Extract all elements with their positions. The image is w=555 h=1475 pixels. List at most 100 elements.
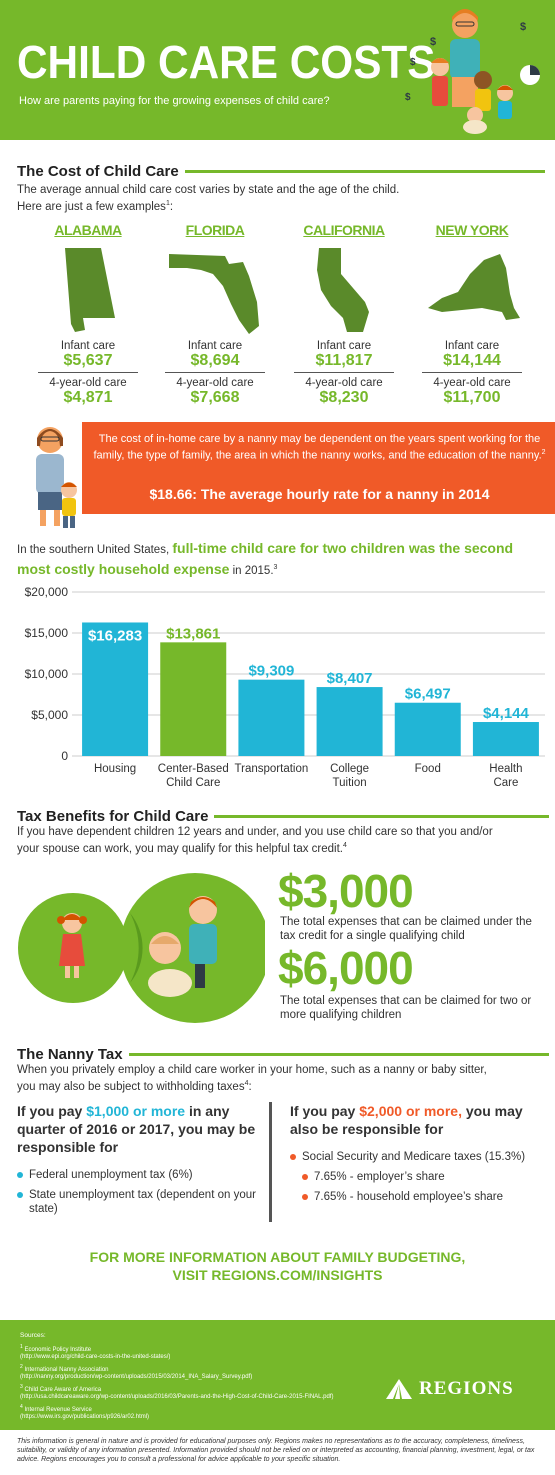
left-heading-post: in any quarter of 2016 or 2017, you may … — [17, 1103, 256, 1155]
heading-rule — [184, 170, 545, 173]
nanny-tax-right-heading: If you pay $2,000 or more, you may also … — [290, 1102, 540, 1138]
x-category-label: Food — [415, 763, 441, 775]
state-card-california: CALIFORNIA Infant care $11,817 4-year-ol… — [284, 222, 404, 406]
footer: Sources: 1 Economic Policy Institute (ht… — [0, 1320, 555, 1430]
cta-link[interactable]: VISIT REGIONS.COM/INSIGHTS — [172, 1267, 383, 1283]
nanny-tax-intro-colon: : — [248, 1080, 252, 1093]
sources-list: Sources: 1 Economic Policy Institute (ht… — [20, 1332, 370, 1424]
bar-value-label: $16,283 — [88, 627, 142, 644]
source-name: Internal Revenue Service — [24, 1406, 92, 1413]
x-category-label: Care — [493, 777, 518, 789]
nanny-tax-right-list: Social Security and Medicare taxes (15.3… — [290, 1150, 545, 1210]
x-category-label: Center-Based — [158, 763, 229, 775]
four-year-label: 4-year-old care — [49, 377, 127, 389]
tax-heading-text: Tax Benefits for Child Care — [17, 808, 209, 825]
bar-value-label: $4,144 — [483, 705, 530, 722]
infant-cost: $5,637 — [63, 352, 113, 369]
sources-heading: Sources: — [20, 1332, 46, 1339]
source-name: Economic Policy Institute — [24, 1346, 92, 1353]
tax-intro-line2: your spouse can work, you may qualify fo… — [17, 839, 537, 856]
tax-intro-line2-text: your spouse can work, you may qualify fo… — [17, 842, 343, 855]
bar-value-label: $9,309 — [248, 663, 294, 680]
tax-amount-multiple: $6,000 — [278, 942, 414, 994]
source-number: 3 — [20, 1383, 23, 1390]
bar-value-label: $6,497 — [405, 686, 451, 703]
cost-intro-line2-text: Here are just a few examples — [17, 200, 166, 213]
cost-intro: The average annual child care cost varie… — [17, 183, 537, 214]
card-divider — [294, 372, 394, 373]
regions-logo[interactable]: REGIONS — [385, 1378, 514, 1400]
nanny-banner-text: The cost of in-home care by a nanny may … — [92, 432, 547, 463]
chart-intro-emphasis: full-time child care for two children wa… — [17, 540, 514, 577]
footnote-ref: 1 — [165, 200, 170, 207]
disclaimer-text: This information is general in nature an… — [17, 1438, 535, 1463]
y-tick-label: $20,000 — [25, 585, 69, 599]
page-title: CHILD CARE COSTS — [17, 36, 436, 88]
four-year-label: 4-year-old care — [433, 377, 511, 389]
nanny-hourly-rate: $18.66: The average hourly rate for a na… — [149, 486, 490, 502]
source-item: 4 Internal Revenue Service (https://www.… — [20, 1404, 370, 1422]
footnote-ref: 4 — [343, 842, 347, 849]
source-url[interactable]: (http://www.epi.org/child-care-costs-in-… — [20, 1354, 171, 1360]
nanny-tax-heading: The Nanny Tax — [17, 1046, 549, 1063]
list-subitem: 7.65% - household employee’s share — [290, 1190, 545, 1204]
source-url[interactable]: (http://usa.childcareaware.org/wp-conten… — [20, 1394, 334, 1400]
bar-value-label: $13,861 — [166, 625, 220, 642]
card-divider — [165, 372, 265, 373]
chart-intro-post: in 2015. — [232, 564, 274, 577]
chart-intro-pre: In the southern United States, — [17, 544, 170, 556]
chart-bar — [394, 702, 461, 756]
source-number: 2 — [20, 1363, 23, 1370]
nanny-tax-heading-text: The Nanny Tax — [17, 1046, 123, 1063]
card-divider — [38, 372, 138, 373]
state-card-alabama: ALABAMA Infant care $5,637 4-year-old ca… — [28, 222, 148, 406]
source-url[interactable]: (http://nanny.org/production/wp-content/… — [20, 1374, 253, 1380]
household-expense-chart: 0 $5,000 $10,000 $15,000 $20,000 $16,283 Housi… — [25, 585, 545, 789]
new-york-map-icon — [428, 254, 520, 320]
source-url[interactable]: (https://www.irs.gov/publications/p926/a… — [20, 1414, 150, 1420]
nanny-banner: The cost of in-home care by a nanny may … — [0, 422, 555, 528]
nanny-illustration — [36, 427, 77, 528]
nanny-banner-body: The cost of in-home care by a nanny may … — [93, 433, 542, 462]
y-tick-label: $10,000 — [25, 667, 69, 681]
state-card-new-york: NEW YORK Infant care $14,144 4-year-old … — [412, 222, 532, 406]
header-banner: CHILD CARE COSTS How are parents paying … — [0, 0, 555, 140]
nanny-tax-left-list: Federal unemployment tax (6%) State unem… — [17, 1168, 262, 1222]
infant-label: Infant care — [316, 340, 372, 352]
source-number: 4 — [20, 1403, 23, 1410]
list-item: State unemployment tax (dependent on you… — [17, 1188, 262, 1216]
right-heading-amount: $2,000 or more, — [359, 1103, 462, 1119]
tax-intro: If you have dependent children 12 years … — [17, 825, 537, 856]
state-name: FLORIDA — [185, 222, 245, 238]
state-name: NEW YORK — [435, 222, 509, 238]
nanny-tax-intro: When you privately employ a child care w… — [17, 1063, 537, 1094]
y-tick-label: $5,000 — [31, 708, 68, 722]
footnote-ref: 3 — [273, 564, 278, 571]
cost-intro-colon: : — [169, 200, 174, 213]
nanny-tax-intro-line2: you may also be subject to withholding t… — [17, 1077, 537, 1094]
california-map-icon — [317, 248, 369, 332]
state-name: ALABAMA — [54, 222, 122, 238]
four-year-cost: $4,871 — [63, 389, 113, 406]
list-subitem: 7.65% - employer’s share — [290, 1170, 545, 1184]
source-item: 2 International Nanny Association (http:… — [20, 1364, 370, 1382]
four-year-label: 4-year-old care — [176, 377, 254, 389]
regions-pyramid-icon — [386, 1379, 412, 1399]
tax-desc-single: The total expenses that can be claimed u… — [280, 916, 532, 942]
cta-line1: FOR MORE INFORMATION ABOUT FAMILY BUDGET… — [89, 1249, 466, 1265]
bar-value-label: $8,407 — [327, 670, 373, 687]
four-year-cost: $7,668 — [190, 389, 240, 406]
heading-rule — [128, 1053, 549, 1056]
x-category-label: Transportation — [235, 763, 309, 775]
nanny-tax-intro-line2-text: you may also be subject to withholding t… — [17, 1080, 245, 1093]
banner-background — [82, 422, 555, 514]
source-name: Child Care Aware of America — [24, 1386, 102, 1393]
source-name: International Nanny Association — [24, 1366, 109, 1373]
svg-text:$: $ — [405, 92, 411, 103]
x-category-label: Health — [489, 763, 522, 775]
tax-intro-line1: If you have dependent children 12 years … — [17, 826, 493, 838]
infant-label: Infant care — [187, 340, 243, 352]
cost-section-heading: The Cost of Child Care — [17, 163, 545, 180]
page-subtitle: How are parents paying for the growing e… — [19, 95, 330, 107]
chart-bar — [160, 642, 227, 756]
